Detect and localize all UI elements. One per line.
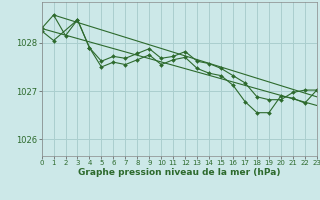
X-axis label: Graphe pression niveau de la mer (hPa): Graphe pression niveau de la mer (hPa) [78,168,280,177]
